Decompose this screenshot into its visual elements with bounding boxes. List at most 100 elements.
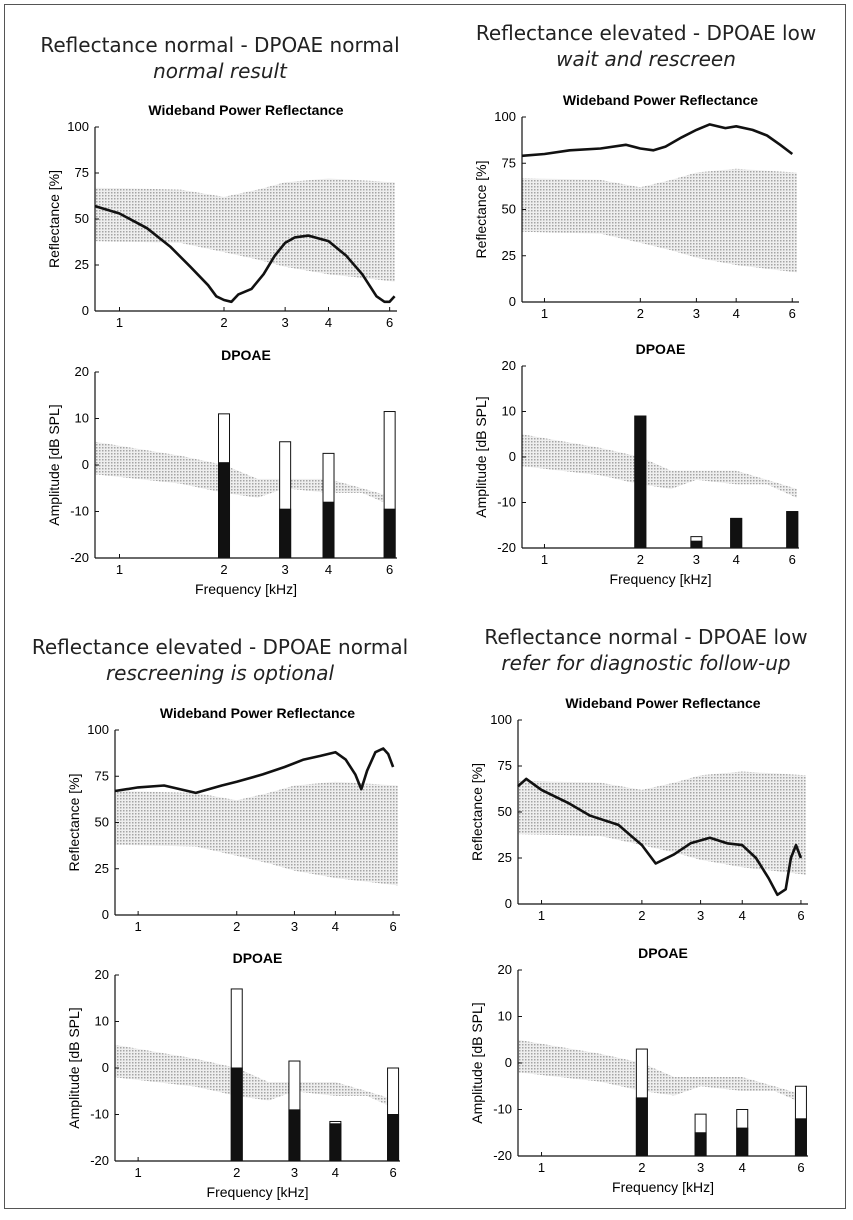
- dpoae-response-bar: [322, 501, 335, 559]
- x-tick-label: 3: [693, 306, 700, 321]
- x-tick-label: 3: [282, 562, 289, 577]
- dpoae-3-panel: -20 -10 0 10 20 1 2 3 4 6 DPOAE Amplitude [dB SPL] F…: [66, 950, 400, 1200]
- x-tick-label: 2: [637, 552, 644, 567]
- y-tick-label: 100: [87, 722, 109, 737]
- y-axis-label: Reflectance [%]: [66, 773, 82, 871]
- x-tick-label: 6: [797, 1160, 804, 1175]
- y-tick-label: 20: [498, 962, 512, 977]
- normative-range-band: [115, 781, 398, 886]
- y-tick-label: 100: [490, 712, 512, 727]
- y-axis-label: Reflectance [%]: [473, 160, 489, 258]
- y-tick-label: 20: [75, 364, 89, 379]
- y-tick-label: 0: [82, 303, 89, 318]
- normative-range-band: [522, 434, 797, 498]
- quadrant-4-subtitle: refer for diagnostic follow-up: [501, 651, 791, 675]
- x-tick-label: 6: [797, 908, 804, 923]
- dpoae-4-panel: -20 -10 0 10 20 1 2 3 4 6 DPOAE Amplitude [dB SPL] F…: [469, 945, 808, 1195]
- y-tick-label: 0: [82, 457, 89, 472]
- x-tick-label: 2: [638, 908, 645, 923]
- x-tick-label: 1: [538, 908, 545, 923]
- y-tick-label: 20: [95, 967, 109, 982]
- x-tick-label: 4: [739, 1160, 746, 1175]
- x-tick-label: 4: [325, 562, 332, 577]
- y-tick-label: 75: [502, 155, 516, 170]
- x-tick-label: 4: [332, 919, 339, 934]
- y-tick-label: -10: [493, 1102, 512, 1117]
- x-tick-label: 1: [135, 1165, 142, 1180]
- x-tick-label: 3: [291, 1165, 298, 1180]
- y-axis-label: Reflectance [%]: [46, 170, 62, 268]
- x-tick-label: 6: [789, 306, 796, 321]
- x-tick-label: 3: [282, 315, 289, 330]
- reflectance-curve: [114, 747, 395, 795]
- y-tick-label: -10: [497, 495, 516, 510]
- y-tick-label: 75: [95, 768, 109, 783]
- dpoae-response-bar: [694, 1132, 707, 1157]
- y-tick-label: 0: [509, 449, 516, 464]
- y-axis-label: Amplitude [dB SPL]: [46, 404, 62, 525]
- quadrant-2-title: Reflectance elevated - DPOAE low wait an…: [446, 20, 846, 72]
- x-tick-label: 3: [697, 908, 704, 923]
- dpoae-response-bar: [635, 1097, 648, 1157]
- x-tick-label: 4: [325, 315, 332, 330]
- y-tick-label: 50: [75, 211, 89, 226]
- y-axis-label: Amplitude [dB SPL]: [66, 1007, 82, 1128]
- reflectance-4-panel: 0 25 50 75 100 1 2 3 4 6 Wideband Power Reflectanc…: [469, 695, 808, 923]
- dpoae-2-panel: -20 -10 0 10 20 1 2 3 4 6 DPOAE Amplitude [dB SPL] F…: [473, 341, 799, 587]
- dpoae-response-bar: [288, 1109, 301, 1162]
- dpoae-response-bar: [690, 540, 703, 549]
- x-tick-label: 4: [332, 1165, 339, 1180]
- reflectance-2-panel: 0 25 50 75 100 1 2 3 4 6 Wideband Power Reflectanc…: [473, 92, 799, 321]
- figure-frame: [4, 4, 846, 1209]
- x-axis-label: Frequency [kHz]: [207, 1184, 309, 1200]
- x-tick-label: 4: [733, 306, 740, 321]
- x-tick-label: 6: [789, 552, 796, 567]
- dpoae-response-bar: [218, 462, 231, 559]
- dpoae-1-panel: -20 -10 0 10 20 1 2 3 4 6 DPOAE Amplitude [dB SPL] F…: [46, 347, 397, 597]
- y-tick-label: 75: [498, 758, 512, 773]
- dpoae-response-bar: [794, 1118, 807, 1157]
- quadrant-4-title: Reflectance normal - DPOAE low refer for…: [446, 624, 846, 676]
- panel-title: Wideband Power Reflectance: [160, 705, 355, 721]
- x-tick-label: 1: [541, 552, 548, 567]
- x-axis-label: Frequency [kHz]: [195, 581, 297, 597]
- x-tick-label: 1: [541, 306, 548, 321]
- y-tick-label: -20: [70, 550, 89, 565]
- y-tick-label: 100: [67, 119, 89, 134]
- quadrant-1-heading: Reflectance normal - DPOAE normal: [40, 33, 400, 57]
- dpoae-response-bar: [736, 1127, 749, 1157]
- x-tick-label: 4: [733, 552, 740, 567]
- quadrant-3-title: Reflectance elevated - DPOAE normal resc…: [20, 634, 420, 686]
- y-tick-label: 10: [75, 411, 89, 426]
- y-tick-label: 50: [95, 815, 109, 830]
- reflectance-3-panel: 0 25 50 75 100 1 2 3 4 6 Wideband Power Reflectanc…: [66, 705, 400, 934]
- y-tick-label: 50: [502, 202, 516, 217]
- y-tick-label: 20: [502, 358, 516, 373]
- y-tick-label: 75: [75, 165, 89, 180]
- panel-title: DPOAE: [233, 950, 283, 966]
- panel-title: DPOAE: [221, 347, 271, 363]
- x-axis-label: Frequency [kHz]: [612, 1179, 714, 1195]
- y-tick-label: 0: [102, 907, 109, 922]
- normative-range-band: [518, 771, 806, 875]
- panel-title: Wideband Power Reflectance: [565, 695, 760, 711]
- normative-range-band: [95, 441, 395, 507]
- x-tick-label: 1: [538, 1160, 545, 1175]
- y-tick-label: 0: [509, 294, 516, 309]
- y-tick-label: -20: [90, 1153, 109, 1168]
- panel-title: DPOAE: [638, 945, 688, 961]
- reflectance-curve: [94, 204, 396, 304]
- quadrant-4-heading: Reflectance normal - DPOAE low: [484, 625, 808, 649]
- dpoae-response-bar: [730, 517, 743, 549]
- reflectance-curve: [517, 777, 803, 897]
- dpoae-response-bar: [329, 1123, 342, 1162]
- x-tick-label: 1: [116, 562, 123, 577]
- dpoae-response-bar: [634, 415, 647, 549]
- x-tick-label: 2: [220, 315, 227, 330]
- y-axis-label: Amplitude [dB SPL]: [473, 396, 489, 517]
- y-tick-label: 10: [498, 1009, 512, 1024]
- reflectance-1-panel: 0 25 50 75 100 1 2 3 4 6 Wideband Power Reflectanc…: [46, 102, 397, 330]
- y-tick-label: -10: [70, 504, 89, 519]
- x-tick-label: 6: [389, 919, 396, 934]
- y-tick-label: 25: [95, 861, 109, 876]
